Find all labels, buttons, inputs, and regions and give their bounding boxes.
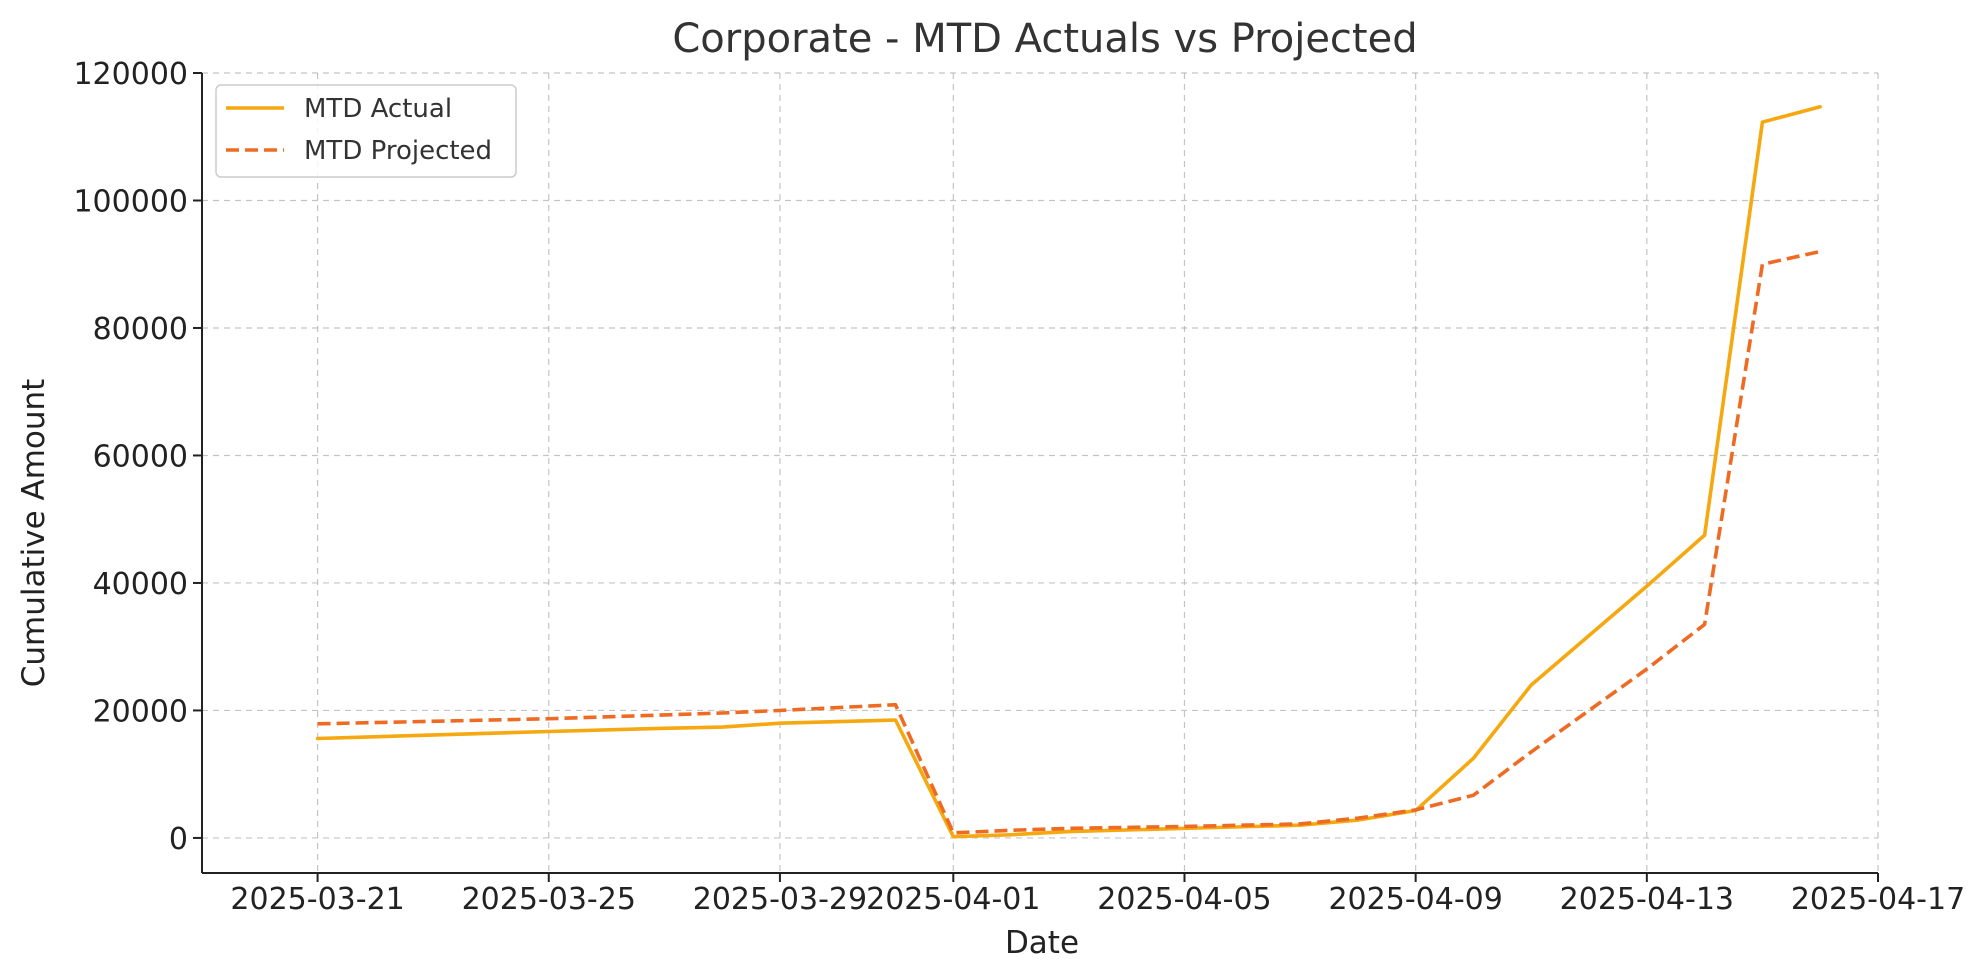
legend-label: MTD Projected [304,136,492,166]
series-lines [315,104,1823,839]
series-line-mtd-actual [315,104,1823,839]
x-tick-label: 2025-03-29 [693,882,867,917]
legend-label: MTD Actual [304,94,452,124]
series-line-mtd-projected [317,249,1821,835]
y-tick-label: 80000 [93,312,188,347]
chart-title: Corporate - MTD Actuals vs Projected [672,16,1417,62]
y-tick-label: 60000 [93,439,188,474]
x-tick-label: 2025-03-25 [462,882,636,917]
legend: MTD Actual MTD Projected [215,84,517,178]
grid [202,72,1879,873]
y-axis-label: Cumulative Amount [16,379,52,688]
y-tick-label: 120000 [73,57,188,92]
y-tick-label: 100000 [73,184,188,219]
x-tick-label: 2025-04-05 [1097,882,1271,917]
y-tick-label: 20000 [93,694,188,729]
y-tick-label: 40000 [93,567,188,602]
x-tick-label: 2025-04-01 [866,882,1040,917]
legend-box [215,84,517,178]
axes: 2025-03-21 2025-03-25 2025-03-29 2025-04-01… [73,57,1965,917]
x-tick-label: 2025-04-09 [1328,882,1502,917]
x-axis-label: Date [1005,925,1079,961]
x-tick-label: 2025-04-17 [1791,882,1965,917]
x-tick-label: 2025-03-21 [230,882,404,917]
x-tick-label: 2025-04-13 [1560,882,1734,917]
y-tick-label: 0 [169,822,188,857]
